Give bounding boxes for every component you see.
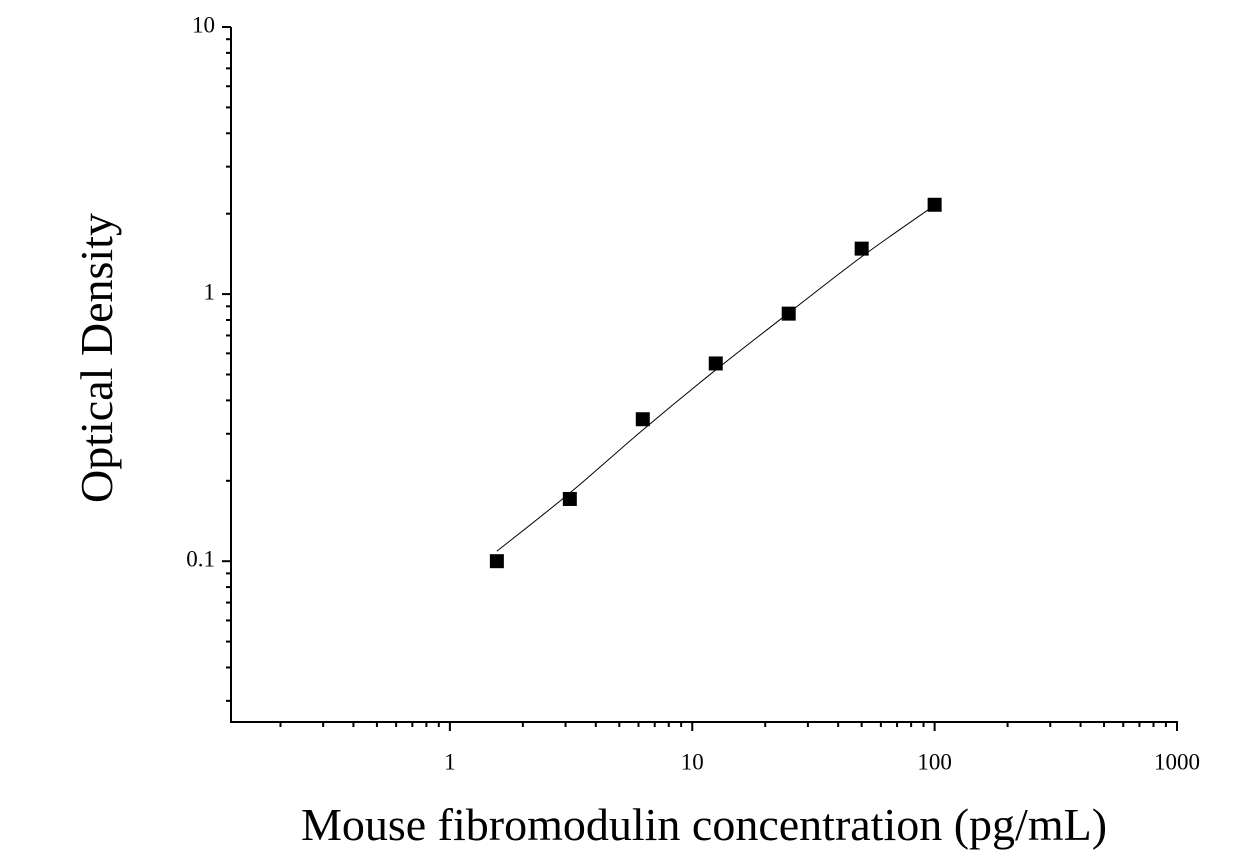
fit-curve [496,204,935,552]
data-point [489,554,504,569]
data-point [562,491,577,506]
y-tick-label: 1 [204,279,216,304]
y-axis-title: Optical Density [71,213,122,503]
x-axis-title: Mouse fibromodulin concentration (pg/mL) [301,799,1107,850]
y-tick-label: 0.1 [186,546,215,571]
data-point [708,356,723,371]
data-point [635,412,650,427]
data-point [781,306,796,321]
y-tick-label: 10 [192,12,215,37]
x-tick-label: 1 [444,749,456,774]
data-point [854,241,869,256]
x-tick-label: 1000 [1154,749,1200,774]
x-tick-label: 10 [681,749,704,774]
x-tick-label: 100 [917,749,952,774]
data-point [927,197,942,212]
